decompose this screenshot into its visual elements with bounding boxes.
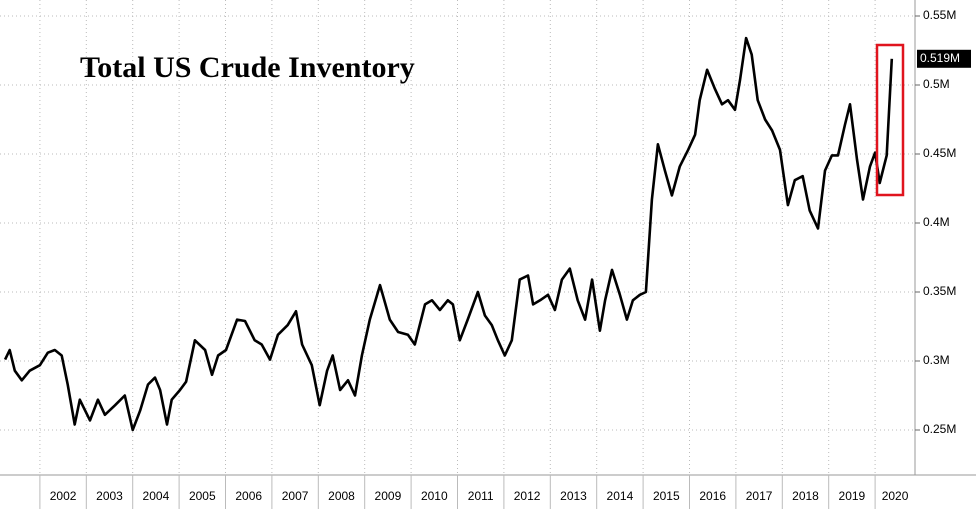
line xyxy=(3,36,894,432)
y-tick-label: 0.35M xyxy=(923,284,956,298)
x-tick-label: 2004 xyxy=(143,489,170,503)
plot xyxy=(3,36,894,432)
x-tick-label: 2002 xyxy=(50,489,77,503)
grid xyxy=(0,0,915,475)
y-tick-label: 0.5M xyxy=(923,77,950,91)
x-tick-label: 2009 xyxy=(375,489,402,503)
x-tick-label: 2013 xyxy=(560,489,587,503)
y-tick-label: 0.4M xyxy=(923,215,950,229)
highlight-box xyxy=(875,43,905,197)
x-tick-label: 2018 xyxy=(792,489,819,503)
x-tick-label: 2014 xyxy=(607,489,634,503)
x-tick-label: 2008 xyxy=(328,489,355,503)
last-value-label: 0.519M xyxy=(920,51,960,65)
x-tick-label: 2015 xyxy=(653,489,680,503)
x-tick-label: 2010 xyxy=(421,489,448,503)
y-tick-label: 0.55M xyxy=(923,8,956,22)
x-tick-label: 2011 xyxy=(468,489,494,503)
x-tick-label: 2006 xyxy=(235,489,262,503)
x-tick-label: 2012 xyxy=(514,489,541,503)
x-tick-label: 2005 xyxy=(189,489,216,503)
x-tick-label: 2003 xyxy=(96,489,123,503)
x-tick-label: 2019 xyxy=(839,489,866,503)
x-tick-label: 2016 xyxy=(699,489,726,503)
chart-title: Total US Crude Inventory xyxy=(80,51,415,84)
y-tick-label: 0.3M xyxy=(923,353,950,367)
y-tick-label: 0.25M xyxy=(923,422,956,436)
last-value-box xyxy=(917,49,971,68)
x-tick-label: 2017 xyxy=(746,489,773,503)
x-tick-label: 2020 xyxy=(882,489,909,503)
y-tick-label: 0.45M xyxy=(923,146,956,160)
x-tick-label: 2007 xyxy=(282,489,309,503)
